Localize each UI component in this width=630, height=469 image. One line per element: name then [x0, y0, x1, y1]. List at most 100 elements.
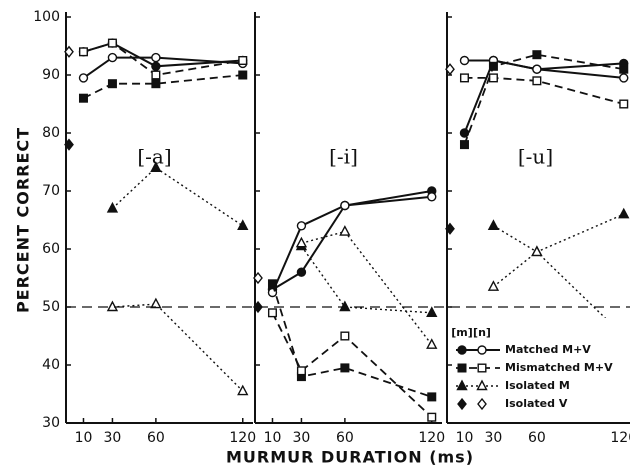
marker	[488, 61, 498, 71]
marker	[296, 221, 307, 231]
marker	[427, 392, 437, 402]
marker	[267, 287, 278, 298]
legend-marker	[457, 345, 467, 355]
marker	[150, 161, 162, 173]
marker	[238, 56, 248, 66]
series-line	[271, 190, 432, 291]
marker	[238, 70, 248, 80]
legend-marker	[457, 397, 467, 411]
series-line	[300, 245, 432, 314]
x-tick-label: 30	[104, 430, 122, 446]
marker	[340, 363, 350, 373]
marker	[295, 236, 308, 248]
marker	[267, 279, 277, 289]
legend-marker	[477, 397, 487, 411]
x-tick-label: 10	[264, 430, 282, 446]
marker	[78, 73, 89, 83]
series-line	[83, 42, 243, 68]
marker	[237, 384, 249, 396]
series-line	[464, 59, 624, 79]
y-tick-label: 90	[42, 67, 60, 83]
series-line	[83, 42, 243, 76]
x-tick-label: 120	[229, 430, 256, 446]
series-line	[82, 56, 243, 79]
legend-marker	[477, 345, 487, 355]
marker	[459, 55, 470, 66]
marker	[106, 300, 119, 312]
panel-title: [-u]	[518, 145, 553, 169]
series-line	[111, 166, 244, 227]
marker	[340, 200, 350, 211]
marker	[619, 64, 629, 74]
y-tick-label: 40	[42, 357, 60, 373]
legend-entry: Matched M+V	[505, 343, 591, 356]
x-tick-label: 10	[75, 430, 93, 446]
series-line	[463, 53, 624, 145]
marker	[339, 225, 351, 236]
marker	[619, 99, 629, 109]
series-line	[112, 303, 244, 392]
y-tick-label: 80	[42, 125, 60, 141]
x-tick-label: 60	[336, 430, 354, 446]
marker	[532, 76, 542, 86]
marker	[532, 64, 542, 74]
series-line	[271, 283, 433, 398]
marker	[106, 201, 119, 213]
marker	[150, 297, 162, 309]
marker	[267, 308, 277, 318]
marker	[488, 73, 498, 83]
x-tick-label: 30	[485, 430, 503, 446]
series-line	[493, 213, 625, 253]
marker	[531, 245, 543, 257]
marker	[487, 219, 500, 231]
marker	[445, 63, 455, 76]
marker	[253, 271, 263, 285]
marker	[459, 73, 469, 83]
legend-entry: Isolated V	[505, 397, 568, 410]
series-line	[271, 312, 433, 418]
series-line	[301, 230, 433, 346]
y-tick-label: 60	[42, 241, 60, 257]
marker	[151, 61, 161, 72]
marker	[78, 93, 88, 103]
legend-marker	[476, 379, 488, 391]
legend-marker	[477, 363, 487, 373]
marker	[487, 280, 500, 291]
marker	[426, 338, 438, 349]
legend-entry: Mismatched M+V	[505, 361, 613, 374]
legend-column: [n]	[473, 326, 491, 339]
legend-marker	[456, 379, 468, 391]
marker	[151, 52, 161, 63]
marker	[151, 70, 161, 80]
marker	[532, 50, 542, 60]
marker	[78, 47, 88, 57]
series-line	[464, 77, 624, 105]
x-tick-label: 120	[418, 430, 445, 446]
x-tick-label: 10	[456, 430, 474, 446]
y-tick-label: 70	[42, 183, 60, 199]
marker	[107, 38, 117, 48]
panel-title: [-i]	[329, 145, 358, 169]
y-tick-label: 50	[42, 299, 60, 315]
y-tick-label: 30	[42, 415, 60, 431]
marker	[619, 73, 629, 83]
marker	[64, 45, 74, 58]
marker	[107, 52, 118, 63]
legend-entry: Isolated M	[505, 379, 570, 392]
marker	[296, 267, 307, 277]
marker	[427, 412, 437, 422]
y-tick-label: 100	[33, 9, 60, 25]
marker	[340, 331, 350, 341]
x-tick-label: 120	[610, 430, 630, 446]
x-tick-label: 30	[293, 430, 311, 446]
marker	[459, 140, 469, 150]
marker	[618, 207, 630, 219]
x-tick-label: 60	[528, 430, 546, 446]
marker	[296, 366, 306, 376]
marker	[64, 138, 74, 151]
marker	[151, 79, 161, 89]
legend-marker	[457, 363, 467, 373]
marker	[339, 300, 351, 312]
marker	[237, 219, 249, 231]
